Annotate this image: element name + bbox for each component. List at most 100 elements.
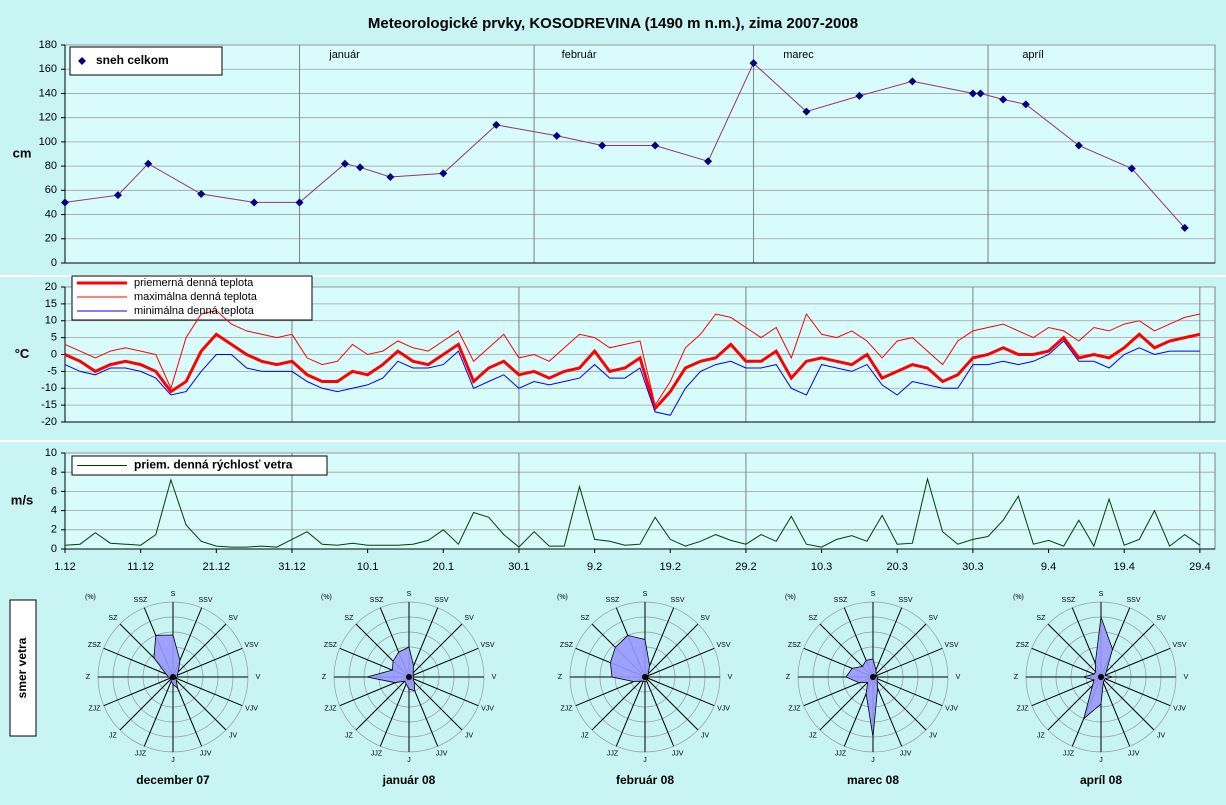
direction-label: S: [171, 591, 176, 598]
x-tick-label: 21.12: [203, 561, 231, 573]
center: [642, 674, 648, 680]
data-point: [651, 141, 660, 150]
unit-label: (%): [557, 594, 568, 601]
direction-label: SSZ: [1062, 597, 1076, 604]
direction-label: JJV: [672, 751, 684, 758]
y-tick-label: 8: [51, 466, 57, 478]
legend: [69, 46, 223, 76]
direction-label: SSV: [1127, 597, 1141, 604]
y-tick-label: 0: [51, 257, 57, 269]
direction-label: JZ: [345, 733, 354, 740]
direction-label: ZJZ: [788, 706, 801, 713]
page-title: Meteorologické prvky, KOSODREVINA (1490 …: [368, 15, 858, 32]
data-point: [598, 141, 607, 150]
data-point: [250, 198, 259, 207]
spoke: [408, 676, 479, 707]
legend-label: priemerná denná teplota: [134, 277, 254, 289]
month-label: marec: [783, 49, 814, 61]
direction-label: VSV: [1173, 642, 1187, 649]
direction-label: JV: [929, 733, 938, 740]
spoke: [644, 623, 699, 678]
spoke: [644, 676, 699, 731]
y-tick-label: 5: [51, 332, 57, 344]
direction-label: J: [171, 757, 175, 764]
direction-label: JJV: [900, 751, 912, 758]
rose-area: [1081, 616, 1114, 720]
data-point: [999, 95, 1008, 104]
y-tick-label: 180: [39, 39, 57, 51]
spoke: [379, 676, 410, 747]
y-axis-label: cm: [13, 145, 32, 160]
y-tick-label: 0: [51, 543, 57, 555]
spoke: [408, 647, 479, 678]
legend-label: sneh celkom: [96, 53, 169, 67]
data-point: [802, 107, 811, 116]
spoke: [1100, 676, 1131, 747]
spoke: [644, 647, 715, 678]
spoke: [1031, 647, 1102, 678]
direction-label: V: [256, 674, 261, 681]
data-point: [197, 189, 206, 198]
direction-label: JJZ: [371, 751, 383, 758]
x-tick-label: 30.3: [962, 561, 983, 573]
x-tick-label: 1.12: [54, 561, 75, 573]
direction-label: VJV: [945, 706, 958, 713]
series-line: [64, 332, 1201, 412]
spoke: [119, 676, 174, 731]
spoke: [143, 676, 174, 747]
direction-label: VSV: [717, 642, 731, 649]
y-tick-label: -20: [41, 416, 57, 428]
y-tick-label: 6: [51, 485, 57, 497]
legend: [71, 455, 328, 476]
spoke: [103, 676, 174, 707]
center: [1098, 674, 1104, 680]
spoke: [103, 647, 174, 678]
spoke: [172, 647, 243, 678]
x-tick-label: 9.4: [1041, 561, 1056, 573]
center: [170, 674, 176, 680]
direction-label: JJZ: [1063, 751, 1075, 758]
direction-label: V: [492, 674, 497, 681]
y-tick-label: 80: [45, 160, 57, 172]
direction-label: JJV: [1128, 751, 1140, 758]
y-axis-label: °C: [15, 346, 30, 361]
y-tick-label: 15: [45, 298, 57, 310]
direction-label: JJV: [200, 751, 212, 758]
direction-label: VSV: [945, 642, 959, 649]
direction-label: J: [643, 757, 647, 764]
y-tick-label: 10: [45, 447, 57, 459]
series-line: [64, 340, 1200, 416]
direction-label: JV: [1157, 733, 1166, 740]
series-line: [64, 310, 1201, 407]
data-point: [386, 173, 395, 182]
legend-label: minimálna denná teplota: [134, 305, 255, 317]
series-line: [64, 62, 1186, 229]
direction-label: VSV: [481, 642, 495, 649]
center: [870, 674, 876, 680]
month-label: február: [562, 49, 597, 61]
data-point: [356, 163, 365, 172]
direction-label: J: [1099, 757, 1103, 764]
direction-label: SZ: [1036, 615, 1046, 622]
month-label: apríl: [1022, 49, 1043, 61]
rose-title: marec 08: [847, 773, 899, 787]
y-tick-label: 140: [39, 87, 57, 99]
series-line: [64, 476, 1201, 548]
spoke: [872, 623, 927, 678]
unit-label: (%): [321, 594, 332, 601]
data-point: [1180, 223, 1189, 232]
spoke: [1100, 647, 1171, 678]
direction-label: J: [407, 757, 411, 764]
direction-label: JV: [229, 733, 238, 740]
direction-label: SSV: [435, 597, 449, 604]
y-tick-label: 160: [39, 63, 57, 75]
direction-label: ZSZ: [88, 642, 102, 649]
spoke: [1100, 676, 1155, 731]
y-tick-label: 4: [51, 505, 57, 517]
direction-label: SSV: [671, 597, 685, 604]
direction-label: Z: [1014, 674, 1019, 681]
month-label: január: [328, 49, 360, 61]
plot-area: [64, 44, 1216, 264]
x-tick-label: 9.2: [587, 561, 602, 573]
